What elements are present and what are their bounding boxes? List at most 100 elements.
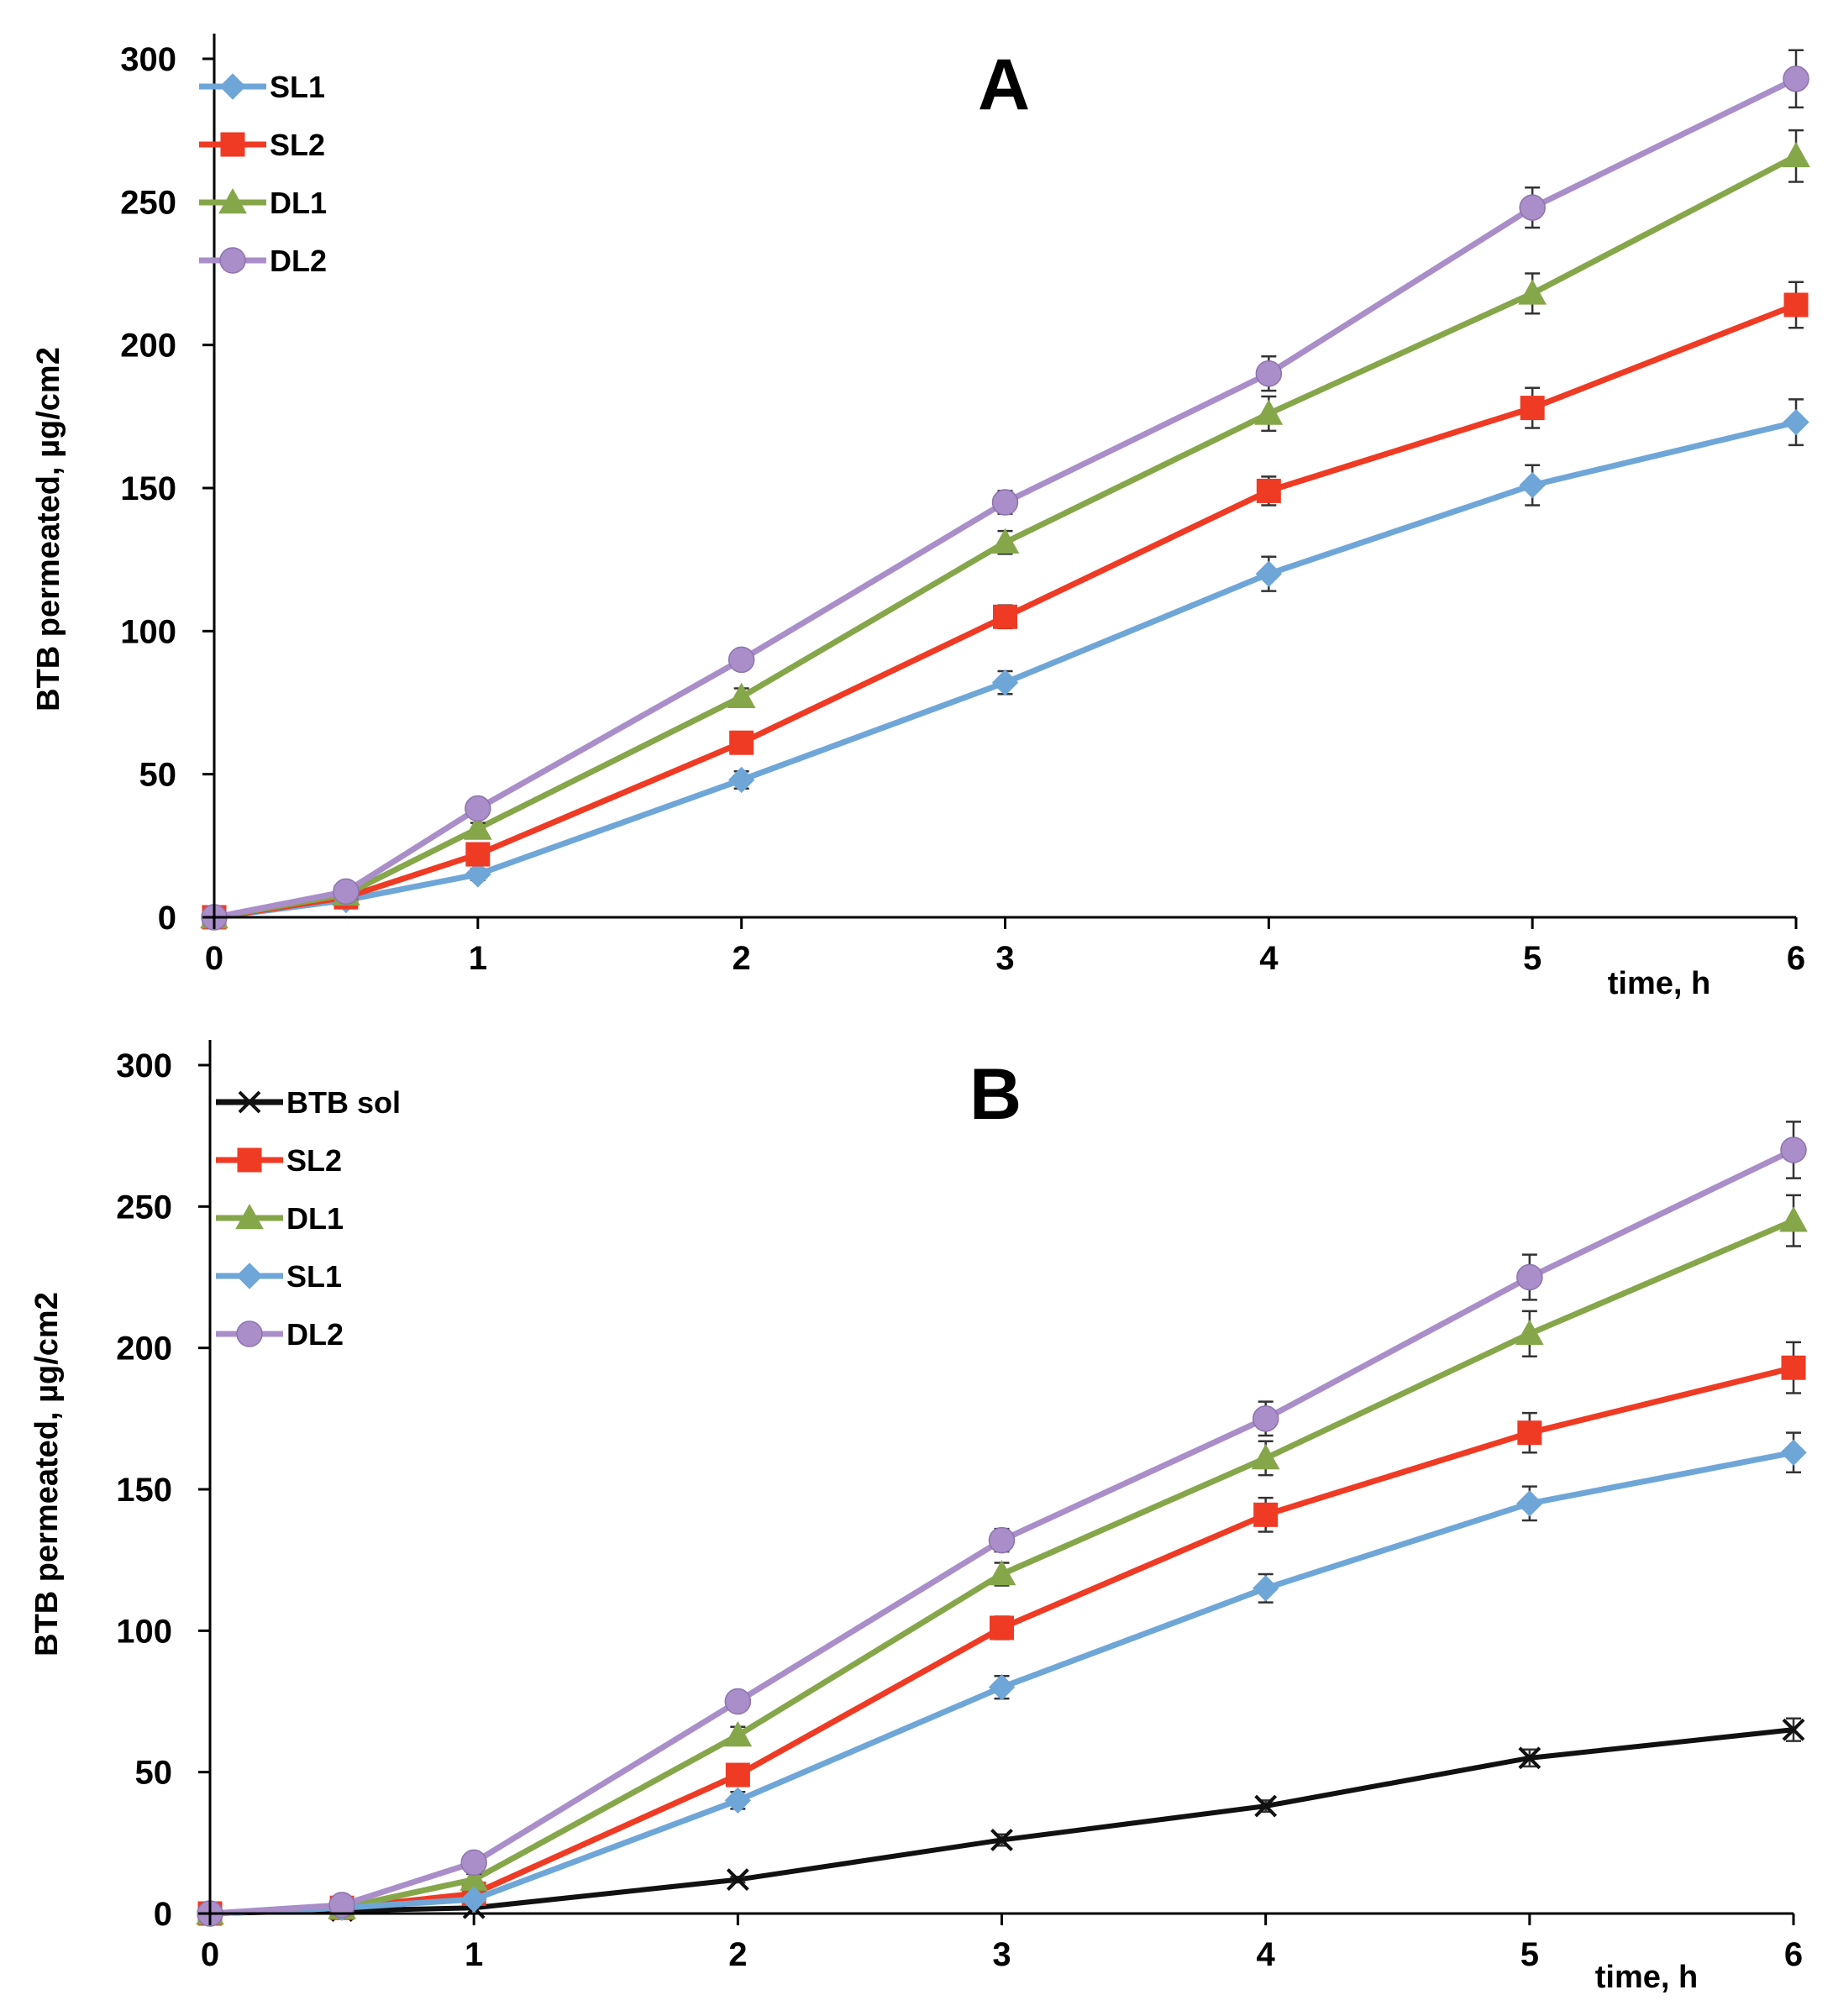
panel-a-series-layer xyxy=(200,49,1810,931)
panel-a-series-dl1-point xyxy=(1518,279,1547,305)
panel-a-y-tick-label: 50 xyxy=(139,757,177,794)
panel-a-series-dl1-point xyxy=(727,682,756,708)
panel-b-series-sl2-point xyxy=(1517,1420,1542,1446)
panel-a-legend-sl1-marker xyxy=(219,73,246,100)
panel-a-y-tick-label: 100 xyxy=(120,613,176,650)
panel-b-x-tick-label: 0 xyxy=(201,1936,219,1973)
panel-b-series-dl2-point xyxy=(1780,1137,1807,1163)
panel-b-series-dl2-point xyxy=(988,1526,1016,1554)
panel-b-legend-sl2-label: SL2 xyxy=(286,1143,342,1178)
panel-b-series-btb-sol-point xyxy=(990,1829,1013,1851)
panel-a-legend-sl2-label: SL2 xyxy=(270,128,325,162)
panel-a-y-axis-title: BTB permeated, µg/cm2 xyxy=(31,347,66,711)
panel-a-y-tick-label: 0 xyxy=(158,900,176,937)
panel-b-series-btb-sol-point xyxy=(726,1868,749,1892)
panel-b-series-sl2-point xyxy=(725,1762,750,1788)
panel-a-x-tick-label: 6 xyxy=(1787,940,1805,977)
panel-b-series-dl1-point xyxy=(987,1559,1016,1586)
panel-a-x-tick-label: 1 xyxy=(469,940,487,977)
panel-b-legend-sl1-label: SL1 xyxy=(286,1259,342,1294)
panel-b-series-dl1-point xyxy=(1779,1206,1808,1232)
panel-a-legend-dl1-marker xyxy=(218,187,247,214)
panel-b-series-dl2-point xyxy=(460,1849,487,1877)
panel-b-legend-sl1-marker xyxy=(236,1263,263,1289)
panel-b-y-axis-title: BTB permeated, µg/cm2 xyxy=(29,1292,65,1656)
panel-a-y-tick-label: 200 xyxy=(120,328,176,365)
panel-a-legend-dl1-label: DL1 xyxy=(270,186,327,220)
panel-a-series-dl2-point xyxy=(1519,194,1546,221)
panel-b-y-tick-label: 50 xyxy=(135,1755,173,1792)
panel-b-legend-sl2: SL2 xyxy=(216,1143,342,1178)
panel-a-series-dl2-line xyxy=(213,76,1798,921)
panel-a-x-axis-title: time, h xyxy=(1608,966,1710,1001)
panel-a-axes: 0 50 100 150 200 250 300 0 1 2 3 4 5 6 xyxy=(120,34,1805,977)
panel-a-legend: SL1 SL2 DL1 DL2 xyxy=(199,70,327,278)
panel-a-y-tick-label: 300 xyxy=(120,41,176,78)
panel-a-legend-sl2: SL2 xyxy=(199,128,325,162)
panel-a-series-dl2-point xyxy=(333,878,360,906)
panel-a-series-dl2-point xyxy=(465,795,491,822)
panel-a-y-tick-label: 150 xyxy=(120,470,176,507)
panel-a-series-dl1-point xyxy=(463,814,492,840)
panel-b-legend-dl2: DL2 xyxy=(216,1317,344,1352)
panel-a-series-sl2-point xyxy=(993,604,1017,629)
panel-b-x-tick-label: 4 xyxy=(1257,1936,1276,1973)
panel-b-y-tick-label: 150 xyxy=(116,1472,172,1509)
panel-a-x-tick-label: 3 xyxy=(995,940,1014,977)
panel-b-series-dl2-point xyxy=(328,1892,355,1919)
panel-a-series-dl1-point xyxy=(1254,399,1284,425)
panel-a-legend-sl1-label: SL1 xyxy=(270,70,325,104)
panel-a-x-tick-label: 5 xyxy=(1523,940,1542,977)
panel-b-series-btb-sol-point xyxy=(1518,1746,1542,1770)
panel-b-series-sl1-point xyxy=(988,1673,1016,1701)
panel-a-series-sl2-point xyxy=(1520,396,1545,421)
panel-a-legend-sl2-marker xyxy=(220,132,245,157)
panel-b-x-tick-label: 3 xyxy=(992,1936,1011,1973)
panel-b-series-btb-sol-line xyxy=(209,1727,1794,1916)
panel-b-series-sl1-point xyxy=(1780,1439,1807,1466)
panel-b-series-sl1-point xyxy=(460,1886,487,1913)
panel-b: 0 50 100 150 200 250 300 0 1 2 3 4 5 6 B time, h BTB … xyxy=(29,1040,1808,1995)
panel-b-legend: BTB sol SL2 DL1 SL1 DL2 xyxy=(216,1085,401,1352)
panel-a-series-sl2-point xyxy=(465,842,491,867)
panel-a-series-dl2-point xyxy=(1255,360,1283,387)
panel-b-series-dl2-point xyxy=(724,1688,752,1715)
panel-a-series-sl1-line xyxy=(213,419,1797,921)
panel-a-series-sl1-point xyxy=(1255,560,1283,587)
panel-a: 0 50 100 150 200 250 300 0 1 2 3 4 5 6 A time, h BTB … xyxy=(31,34,1810,1001)
panel-b-legend-dl1: DL1 xyxy=(216,1201,344,1236)
panel-b-series-btb-sol-point xyxy=(1254,1794,1278,1818)
panel-b-series-dl1-point xyxy=(1251,1443,1280,1470)
panel-a-series-dl1-line xyxy=(213,153,1798,921)
panel-b-x-tick-label: 2 xyxy=(728,1936,747,1973)
panel-a-series-dl1-point xyxy=(990,528,1020,554)
panel-b-legend-btb-sol-label: BTB sol xyxy=(286,1085,401,1120)
panel-b-legend-dl2-marker xyxy=(236,1320,263,1347)
panel-b-series-dl1-point xyxy=(723,1720,753,1747)
panel-a-series-sl2-line xyxy=(213,302,1798,921)
panel-b-series-dl1-line xyxy=(209,1217,1795,1917)
panel-a-series-sl1-point xyxy=(1519,471,1546,499)
panel-b-y-tick-label: 300 xyxy=(116,1047,172,1084)
panel-b-legend-dl1-marker xyxy=(235,1203,264,1230)
panel-b-series-sl1 xyxy=(197,1431,1807,1927)
panel-a-series-sl2-point xyxy=(1256,478,1281,503)
panel-b-letter: B xyxy=(969,1054,1022,1135)
panel-b-series-sl2-point xyxy=(1253,1502,1279,1527)
panel-b-legend-dl1-label: DL1 xyxy=(286,1201,344,1236)
panel-a-series-dl2-point xyxy=(727,646,755,674)
panel-b-series-sl2-point xyxy=(1781,1355,1806,1380)
panel-b-series-sl1-point xyxy=(1252,1575,1279,1602)
panel-a-y-tick-label: 250 xyxy=(120,184,176,221)
panel-a-legend-dl1: DL1 xyxy=(199,186,327,220)
panel-b-legend-btb-sol: BTB sol xyxy=(216,1085,401,1120)
panel-b-series-sl1-point xyxy=(1516,1490,1543,1517)
panel-b-y-tick-label: 250 xyxy=(116,1189,172,1226)
panel-a-series-sl2-point xyxy=(729,730,754,755)
panel-a-series-sl1-point xyxy=(727,766,755,794)
panel-a-series-sl1-point xyxy=(465,861,491,888)
panel-a-series-dl2-point xyxy=(1783,66,1809,92)
panel-a-series-sl2-point xyxy=(1783,292,1809,318)
panel-b-x-axis-title: time, h xyxy=(1595,1960,1698,1995)
